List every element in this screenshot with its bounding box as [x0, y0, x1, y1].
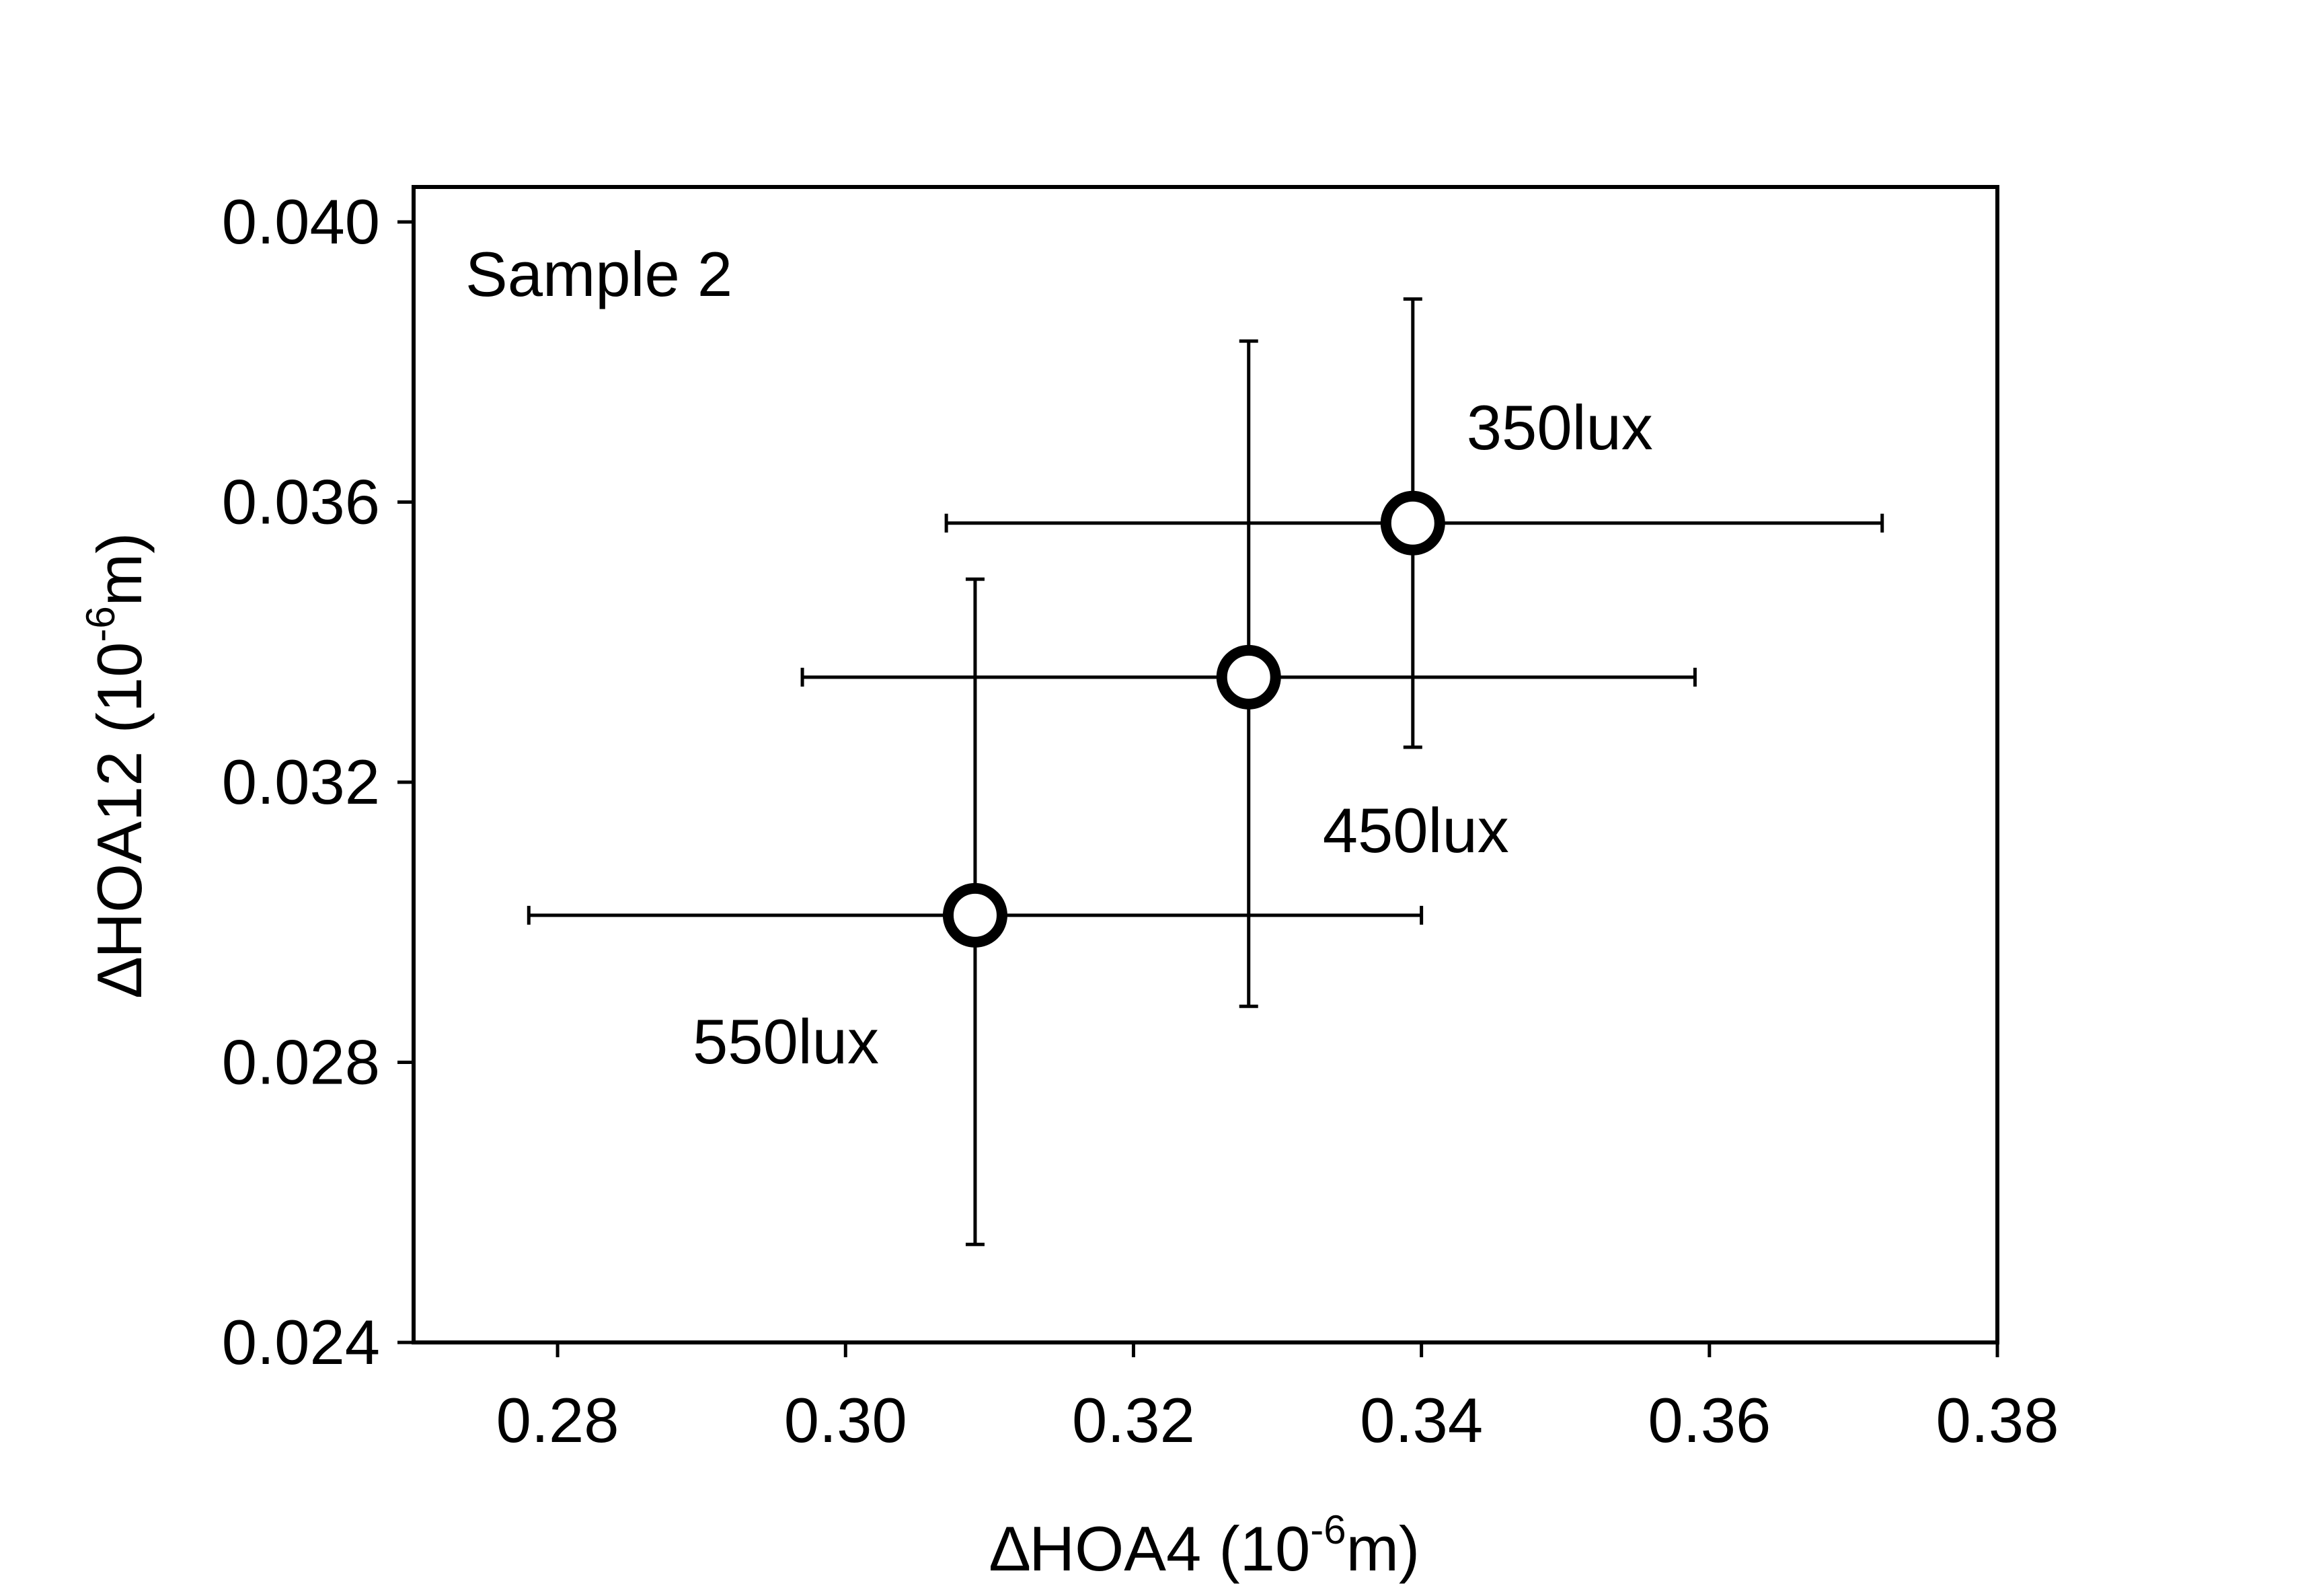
y-tick-label: 0.040 [222, 186, 380, 257]
sample-annotation: Sample 2 [465, 239, 732, 309]
data-point [1380, 490, 1445, 556]
data-point [1216, 644, 1281, 710]
y-tick-label: 0.032 [222, 747, 380, 817]
y-axis-title: ∆HOA12 (10-6m) [78, 533, 155, 997]
x-tick-label: 0.32 [1072, 1385, 1195, 1455]
point-label: 450lux [1323, 795, 1509, 866]
y-tick-label: 0.024 [222, 1307, 380, 1377]
y-tick-label: 0.036 [222, 467, 380, 537]
labels-layer: 350lux 450lux 550lux [693, 392, 1653, 1077]
errorbars-layer [527, 297, 1884, 1246]
x-tick-label: 0.28 [496, 1385, 619, 1455]
x-tick-label: 0.34 [1360, 1385, 1483, 1455]
data-point [942, 882, 1007, 948]
y-tick-label: 0.028 [222, 1027, 380, 1098]
ticks-layer: 0.28 0.30 0.32 0.34 0.36 0.38 0.024 0.028 0.032 0… [222, 186, 2059, 1455]
points-layer [942, 490, 1445, 948]
plot-frame [412, 185, 1999, 1344]
x-axis-title: ∆HOA4 (10-6m) [991, 1507, 1420, 1584]
point-label: 350lux [1467, 392, 1653, 463]
x-tick-label: 0.38 [1936, 1385, 2059, 1455]
point-label: 550lux [693, 1006, 879, 1077]
x-tick-label: 0.30 [784, 1385, 907, 1455]
x-tick-label: 0.36 [1648, 1385, 1771, 1455]
